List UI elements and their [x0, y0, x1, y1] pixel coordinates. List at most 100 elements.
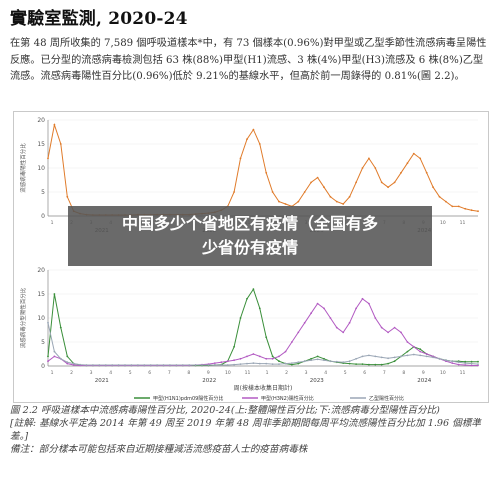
panel-2-series-3-point [297, 361, 300, 364]
panel-2-ylabel: 流感病毒分型陽性百分比 [19, 287, 27, 348]
panel-2-series-3-point [464, 362, 467, 364]
panel-2-series-3-point [201, 364, 203, 366]
panel-1-series-1-point [355, 181, 357, 184]
panel-2-series-2-point [464, 364, 467, 366]
panel-2-series-3-point [342, 361, 345, 364]
panel-2-series-3-point [104, 364, 107, 366]
panel-1-series-1-point [451, 205, 454, 208]
panel-2-series-1-point [271, 355, 274, 358]
panel-2-series-2-point [239, 357, 242, 360]
panel-2-series-2-point [400, 331, 402, 334]
panel-1-ytick: 0 [41, 213, 45, 220]
panel-2-week-tick: 7 [168, 370, 171, 376]
panel-2-series-3-point [412, 353, 415, 356]
panel-2-ytick: 20 [37, 267, 45, 274]
panel-2-series-2-point [72, 364, 75, 366]
panel-2-series-3-point [393, 356, 396, 359]
panel-2-series-3-line [47, 322, 479, 366]
panel-1-series-1-point [258, 143, 261, 145]
panel-2-series-1-point [316, 355, 319, 358]
figure-note-remarks: 備注：部分樣本可能包括來自近期接種減活流感疫苗人士的疫苗病毒株 [10, 444, 308, 455]
panel-2-series-1-point [291, 363, 293, 366]
panel-1-week-tick: 11 [460, 220, 466, 226]
panel-2-series-2-point [310, 312, 312, 315]
panel-2-week-tick: 5 [129, 370, 132, 376]
panel-2-series-3-point [361, 355, 364, 358]
panel-1-series-1-point [464, 207, 467, 210]
panel-1-series-1-point [303, 191, 306, 193]
panel-2-series-1-point [233, 345, 236, 348]
overlay-line-2: 少省份有疫情 [201, 238, 298, 257]
panel-2-series-3-point [265, 362, 268, 365]
panel-2-series-3-point [368, 354, 370, 357]
panel-2-series-3-point [92, 364, 94, 366]
panel-1-series-1-point [297, 200, 300, 203]
panel-2-series-2-line [47, 298, 478, 366]
panel-1-series-1-point [406, 162, 409, 165]
panel-2-series-1-point [477, 360, 479, 363]
panel-2-series-2-point [374, 317, 377, 319]
panel-2-series-1-point [59, 326, 62, 329]
panel-2-series-2-point [457, 363, 460, 366]
panel-2-series-3-point [181, 364, 184, 366]
panel-2-series-3-point [246, 362, 248, 365]
panel-2-series-2-point [329, 317, 332, 319]
panel-2-series-3-point [220, 364, 223, 366]
panel-2-series-2-point [316, 302, 319, 305]
panel-2-series-2-point [412, 345, 415, 348]
panel-2-series-2-point [214, 362, 216, 364]
panel-2-week-tick: 9 [422, 370, 425, 376]
panel-2-series-2-point [406, 341, 409, 343]
panel-2-ytick: 10 [37, 315, 45, 322]
panel-2-series-3-point [53, 350, 56, 353]
panel-1-series-1-point [368, 157, 370, 160]
figure-note-baseline: [註解: 基線水平定為 2014 年第 49 周至 2019 年第 48 周非季… [10, 418, 481, 442]
panel-2-series-1-point [361, 363, 364, 365]
panel-2-series-3-point [374, 355, 377, 358]
panel-1-series-1-point [252, 128, 255, 131]
panel-1-series-1-point [477, 210, 479, 213]
panel-2-series-1-point [310, 357, 312, 360]
panel-1-ytick: 15 [37, 141, 45, 148]
panel-1-series-1-point [278, 200, 280, 203]
panel-2-week-tick: 8 [187, 370, 190, 376]
panel-1-series-1-point [348, 195, 351, 198]
panel-2-series-3-point [111, 364, 114, 366]
panel-2-series-1-point [66, 355, 69, 358]
panel-2-series-3-point [66, 361, 69, 364]
panel-1-series-1-line [47, 122, 479, 216]
panel-2-series-1-point [380, 363, 383, 366]
panel-1-series-1-point [380, 181, 383, 184]
panel-2-week-tick: 1 [266, 370, 269, 376]
panel-2-series-1-point [323, 357, 325, 360]
panel-2-week-tick: 11 [460, 370, 466, 376]
panel-2-series-3-point [239, 363, 242, 365]
panel-1-series-1-point [246, 138, 248, 141]
panel-2-series-2-point [220, 361, 223, 364]
panel-2-series-3-point [226, 364, 229, 366]
panel-1-series-1-point [239, 157, 242, 160]
panel-1-series-1-point [470, 209, 473, 212]
figure-caption-block: 圖 2.2 呼吸道樣本中流感病毒陽性百分比, 2020-24(上:整體陽性百分比… [10, 404, 494, 456]
panel-1-series-1-point [445, 200, 447, 203]
panel-2-series-3-point [117, 364, 120, 366]
panel-2-series-1-point [393, 360, 396, 363]
panel-2-series-3-point [258, 362, 261, 365]
panel-2-series-2-point [477, 364, 479, 367]
panel-1-series-1-point [342, 203, 345, 205]
panel-2-series-3-point [194, 364, 197, 366]
panel-1-series-1-point [438, 195, 441, 198]
panel-2-year-label: 2021 [95, 378, 109, 384]
panel-2-series-3-point [323, 359, 325, 362]
panel-1-series-1-point [361, 167, 364, 169]
panel-1-series-1-point [412, 152, 415, 155]
panel-2-series-2-point [380, 326, 383, 329]
panel-2-series-3-point [470, 362, 473, 365]
panel-2-series-3-point [355, 357, 357, 360]
panel-2-series-3-point [137, 364, 139, 366]
panel-2-week-tick: 4 [109, 370, 112, 376]
panel-2-series-3-point [425, 355, 428, 358]
panel-2-week-tick: 3 [90, 370, 93, 376]
panel-2-week-tick: 1 [51, 370, 54, 376]
panel-2-ytick: 5 [41, 339, 45, 346]
